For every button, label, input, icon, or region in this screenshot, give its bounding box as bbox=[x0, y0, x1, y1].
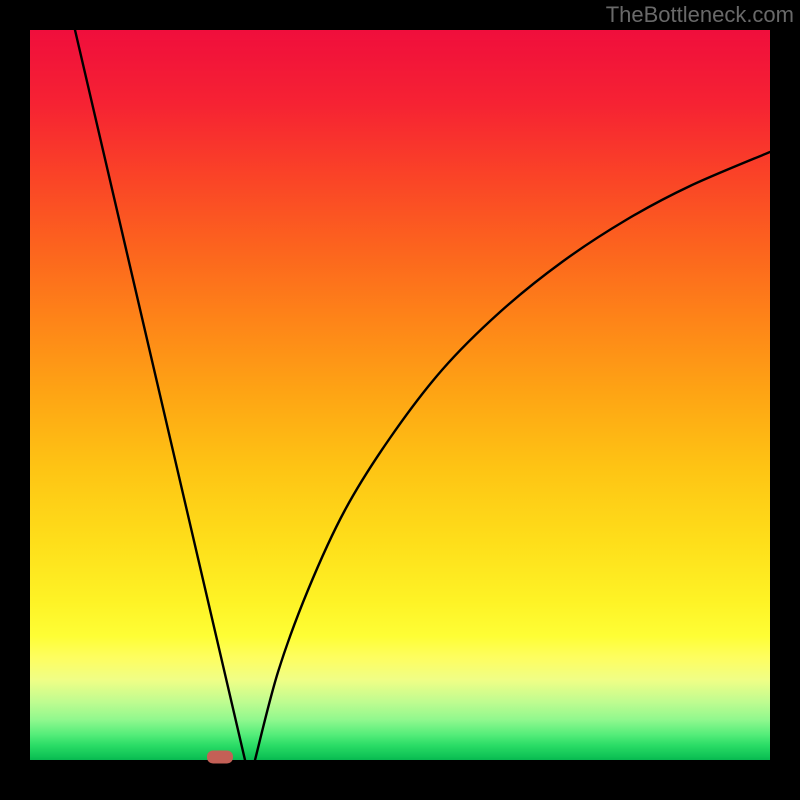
watermark-text: TheBottleneck.com bbox=[606, 2, 794, 28]
minimum-marker bbox=[207, 751, 233, 764]
chart-svg bbox=[0, 0, 800, 800]
chart-container: TheBottleneck.com bbox=[0, 0, 800, 800]
plot-background bbox=[30, 30, 770, 760]
